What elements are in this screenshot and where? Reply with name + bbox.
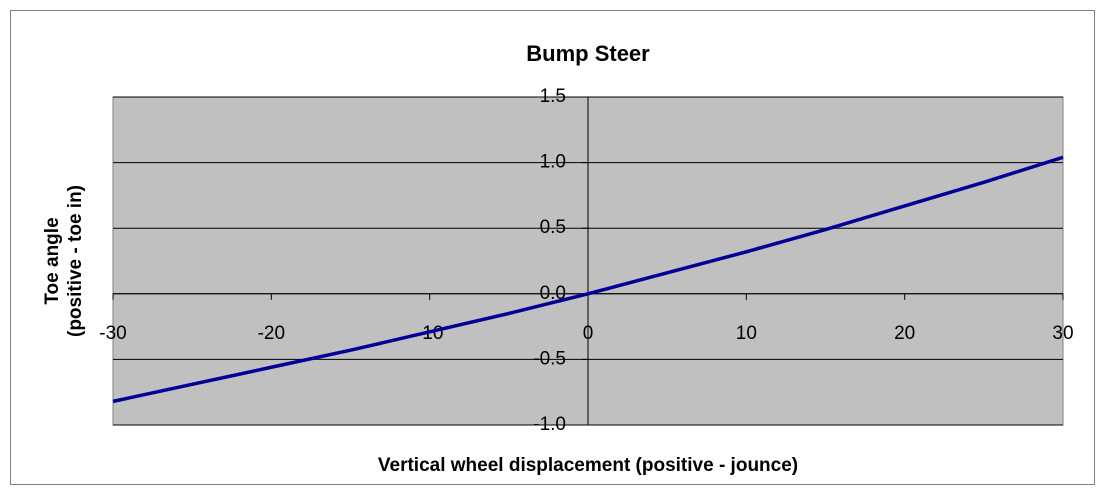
- x-tick-label: -20: [258, 323, 285, 344]
- y-tick-label: 1.5: [540, 86, 566, 107]
- x-tick-label: 20: [894, 323, 915, 344]
- x-tick-label: 0: [583, 323, 594, 344]
- x-tick-label: 30: [1052, 323, 1073, 344]
- chart-title: Bump Steer: [526, 41, 650, 66]
- y-tick-label: 0.5: [540, 217, 566, 238]
- y-axis-label: Toe angle: [42, 217, 63, 304]
- y-tick-label: -1.0: [533, 414, 566, 435]
- y-tick-label: 1.0: [540, 152, 566, 173]
- x-tick-label: 10: [736, 323, 757, 344]
- x-axis-label: Vertical wheel displacement (positive - …: [378, 455, 798, 476]
- y-axis-label: (positive - toe in): [65, 185, 86, 337]
- y-tick-label: -0.5: [533, 348, 566, 369]
- data-line: [112, 155, 1064, 404]
- x-tick-label: -30: [99, 323, 126, 344]
